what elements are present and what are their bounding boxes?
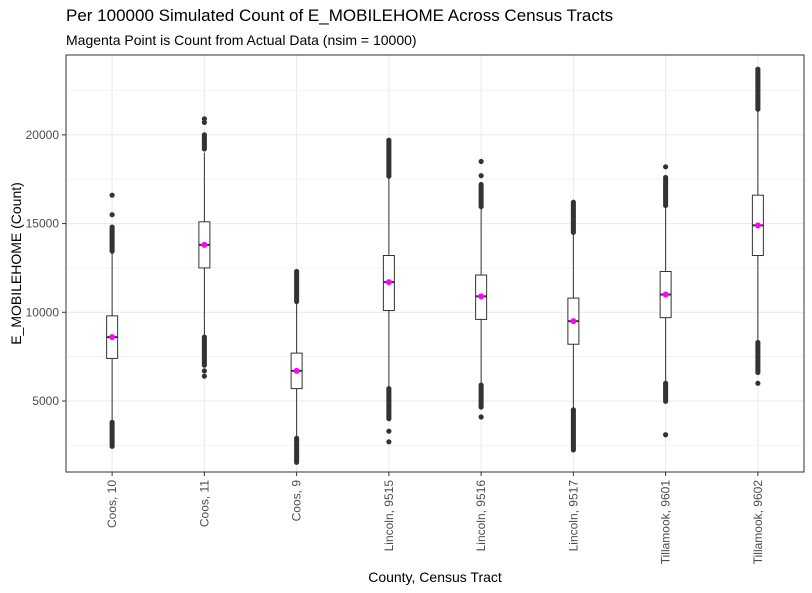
outlier-point-high: [201, 146, 207, 152]
plot-panel-border: [65, 54, 805, 473]
x-tick-label: Lincoln, 9515: [382, 480, 396, 552]
outlier-point: [201, 368, 207, 374]
boxplot-group: [475, 158, 488, 420]
x-tick-label: Tillamook, 9601: [659, 480, 673, 565]
actual-value-point: [385, 279, 392, 286]
axis-layer: 5000 10000 15000 20000 Coos, 10 Coos, 11 Coos,…: [26, 128, 765, 564]
boxplot-group: [751, 66, 764, 386]
actual-value-point: [754, 222, 761, 229]
y-tick-label: 5000: [32, 394, 59, 408]
chart-title: Per 100000 Simulated Count of E_MOBILEHO…: [66, 6, 614, 25]
outlier-point-low: [755, 369, 761, 376]
outlier-point-high: [570, 229, 576, 235]
outlier-point-high: [386, 173, 392, 179]
outlier-point-low: [109, 443, 115, 449]
outlier-point-low: [570, 447, 576, 453]
outlier-point-high: [755, 106, 761, 112]
boxplot-group: [382, 137, 395, 445]
outlier-point: [386, 428, 392, 434]
actual-value-point: [478, 293, 485, 300]
outlier-point: [478, 173, 484, 179]
outlier-point-low: [294, 459, 300, 465]
y-tick-label: 15000: [26, 217, 60, 231]
outlier-point: [201, 116, 207, 122]
boxplot-group: [290, 268, 303, 465]
boxplot-layer: [106, 66, 764, 465]
actual-value-point: [109, 334, 116, 341]
outlier-point-high: [478, 203, 484, 210]
outlier-point-high: [294, 298, 300, 305]
y-tick-label: 20000: [26, 128, 60, 142]
grid-layer: [66, 55, 804, 472]
boxplot-group: [106, 192, 119, 449]
actual-value-point: [201, 241, 208, 248]
outlier-point-low: [201, 362, 207, 368]
actual-value-point: [293, 367, 300, 374]
x-tick-label: Coos, 10: [105, 480, 119, 528]
actual-value-point: [570, 318, 577, 325]
outlier-point-high: [109, 248, 115, 254]
boxplot-group: [659, 164, 672, 438]
actual-value-point: [662, 291, 669, 298]
x-tick-label: Lincoln, 9516: [474, 480, 488, 552]
boxplot-group: [198, 116, 211, 379]
outlier-point: [201, 373, 207, 379]
outlier-point: [478, 414, 484, 420]
outlier-point: [386, 439, 392, 445]
outlier-point: [109, 192, 115, 198]
outlier-point-low: [478, 404, 484, 410]
outlier-point-low: [386, 416, 392, 422]
x-tick-label: Tillamook, 9602: [751, 480, 765, 565]
outlier-point: [663, 432, 669, 438]
y-tick-label: 10000: [26, 305, 60, 319]
outlier-point: [109, 212, 115, 218]
outlier-point-low: [663, 398, 669, 404]
boxplot-group: [567, 199, 580, 453]
y-axis-title: E_MOBILEHOME (Count): [8, 182, 24, 345]
outlier-point: [663, 164, 669, 170]
chart-subtitle: Magenta Point is Count from Actual Data …: [66, 32, 417, 48]
x-tick-label: Lincoln, 9517: [566, 480, 580, 552]
outlier-point: [478, 158, 484, 165]
x-axis-title: County, Census Tract: [368, 569, 502, 585]
x-tick-label: Coos, 9: [290, 480, 304, 522]
outlier-point-high: [663, 202, 669, 209]
x-tick-label: Coos, 11: [197, 480, 211, 527]
outlier-point: [755, 380, 761, 386]
plot-panel-background: [66, 55, 804, 472]
